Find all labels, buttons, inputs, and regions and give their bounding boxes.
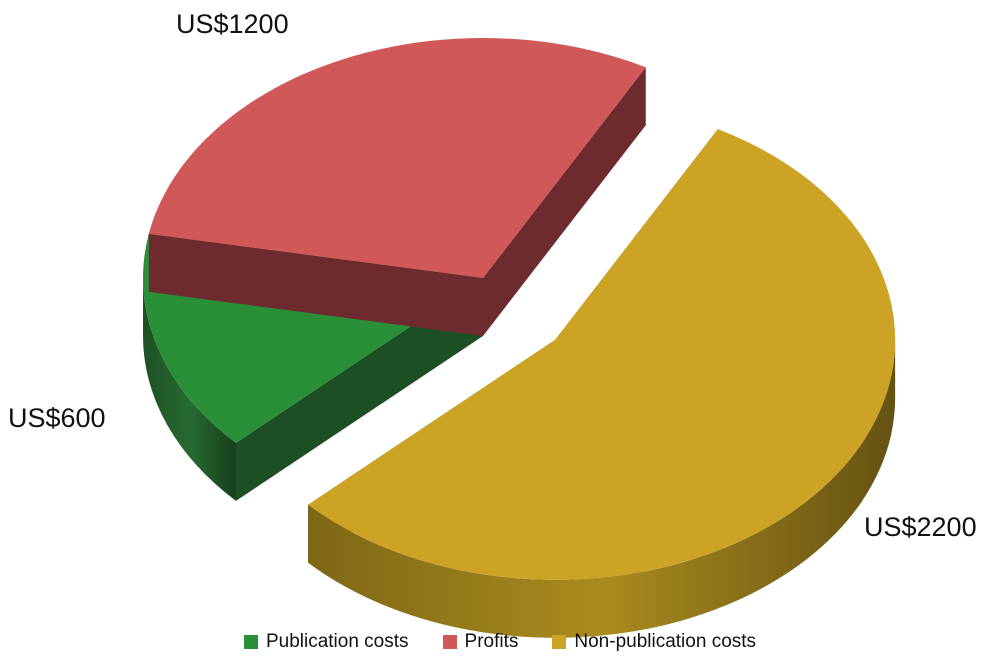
pie-slices <box>143 38 896 638</box>
data-label-profits: US$1200 <box>176 9 289 39</box>
slice-top-profits <box>148 38 646 279</box>
legend-item-profits: Profits <box>442 631 519 653</box>
legend-label-profits: Profits <box>464 631 519 652</box>
slice-profits <box>148 38 646 336</box>
slice-wall-publication-costs-start <box>235 278 483 501</box>
slice-wall-profits-end <box>483 67 646 336</box>
slice-side-non-publication-costs <box>308 339 896 638</box>
legend-label-publication-costs: Publication costs <box>265 631 409 652</box>
data-label-non-publication-costs: US$2200 <box>864 512 977 542</box>
slice-non-publication-costs <box>308 129 896 638</box>
slice-top-non-publication-costs <box>308 129 896 580</box>
data-label-publication-costs: US$600 <box>8 403 106 433</box>
legend-swatch-publication-costs <box>243 635 258 649</box>
legend-swatch-profits <box>442 635 457 649</box>
legend-item-non-publication-costs: Non-publication costs <box>552 631 756 653</box>
slice-wall-profits-start <box>148 233 483 336</box>
legend-label-non-publication-costs: Non-publication costs <box>574 631 757 652</box>
legend: Publication costs Profits Non-publicatio… <box>0 627 1000 657</box>
slice-side-publication-costs <box>143 278 236 501</box>
data-labels: US$600 US$1200 US$2200 <box>8 9 977 542</box>
legend-swatch-non-publication-costs <box>552 635 567 649</box>
legend-item-publication-costs: Publication costs <box>243 631 409 653</box>
